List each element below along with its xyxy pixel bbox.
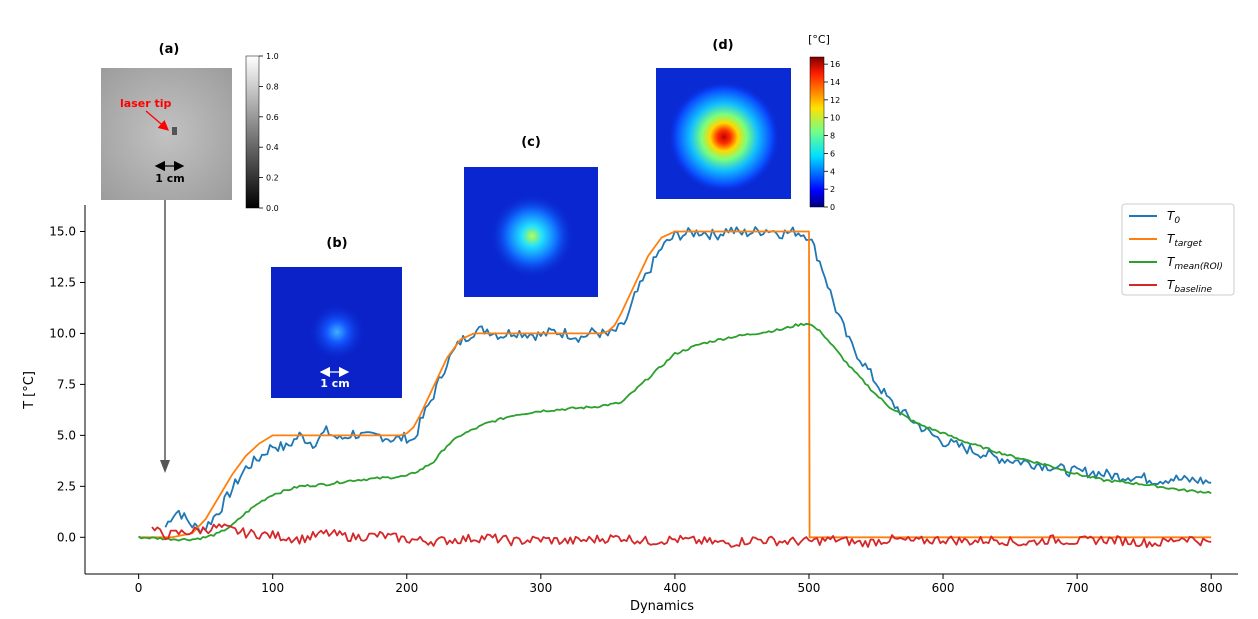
legend-frame — [1121, 203, 1235, 296]
x-tick-label: 100 — [261, 581, 284, 595]
temp-colorbar — [809, 56, 825, 208]
y-ticks: 0.0 2.5 5.0 7.5 10.0 12.5 15.0 — [49, 225, 85, 544]
panel-a-label: (a) — [159, 42, 180, 57]
y-tick-label: 2.5 — [57, 479, 76, 493]
x-tick-label: 700 — [1066, 581, 1089, 595]
temp-colorbar-label: 14 — [830, 78, 840, 87]
y-tick-label: 0.0 — [57, 530, 76, 544]
y-tick-label: 12.5 — [49, 275, 76, 289]
legend-label: T0 — [1167, 209, 1180, 226]
gray-colorbar-label: 1.0 — [266, 52, 279, 61]
inset-b-hotspot — [307, 302, 367, 362]
gray-colorbar-ticks: 1.0 0.8 0.6 0.4 0.2 0.0 — [259, 52, 279, 213]
temp-colorbar-label: 0 — [830, 203, 835, 212]
axes: 0 100 200 300 400 500 600 700 800 0.0 2.5 5.0 7.5 10… — [22, 205, 1238, 614]
temp-colorbar-label: 8 — [830, 132, 835, 141]
inset-a-pointer-arrowhead — [160, 460, 170, 473]
x-ticks: 0 100 200 300 400 500 600 700 800 — [135, 574, 1223, 595]
temp-colorbar-ticks: 16 14 12 10 8 6 4 2 0 — [824, 60, 840, 212]
x-tick-label: 800 — [1200, 581, 1223, 595]
y-tick-label: 10.0 — [49, 326, 76, 340]
inset-b: (b) 1 cm — [271, 236, 402, 398]
legend: T0 Ttarget Tmean(ROI) Tbaseline — [1121, 203, 1235, 296]
gray-colorbar — [245, 55, 260, 209]
legend-entries: T0 Ttarget Tmean(ROI) Tbaseline — [1129, 209, 1223, 295]
gray-colorbar-label: 0.4 — [266, 143, 279, 152]
scale-label-b: 1 cm — [320, 377, 349, 390]
temp-colorbar-label: 6 — [830, 149, 835, 158]
inset-a-image — [101, 68, 232, 200]
series-line-ttarget — [138, 230, 1212, 539]
x-tick-label: 300 — [529, 581, 552, 595]
inset-a: (a) laser tip 1 cm 1.0 0.8 0.6 0.4 0.2 0.0 — [101, 42, 279, 213]
series-line-tbaseline — [151, 523, 1212, 549]
panel-d-label: (d) — [712, 38, 733, 53]
panel-c-label: (c) — [521, 135, 541, 150]
x-tick-label: 600 — [932, 581, 955, 595]
x-tick-label: 400 — [663, 581, 686, 595]
temp-colorbar-label: 4 — [830, 167, 835, 176]
legend-label: Tmean(ROI) — [1167, 255, 1223, 272]
series-layer — [138, 226, 1212, 549]
x-tick-label: 500 — [798, 581, 821, 595]
series-line-tmean-roi- — [138, 322, 1212, 542]
gray-colorbar-label: 0.0 — [266, 204, 279, 213]
x-tick-label: 200 — [395, 581, 418, 595]
y-tick-label: 15.0 — [49, 225, 76, 239]
laser-tip-arrow — [145, 110, 169, 131]
temp-colorbar-unit: [°C] — [808, 33, 830, 46]
gray-colorbar-label: 0.6 — [266, 113, 279, 122]
y-axis-label: T [°C] — [22, 371, 37, 410]
gray-colorbar-label: 0.2 — [266, 174, 279, 183]
x-tick-label: 0 — [135, 581, 143, 595]
legend-label: Ttarget — [1167, 232, 1202, 249]
laser-tip-label: laser tip — [120, 97, 171, 110]
gray-colorbar-label: 0.8 — [266, 82, 279, 91]
y-tick-label: 5.0 — [57, 428, 76, 442]
inset-d: (d) [°C] 16 14 12 10 8 6 4 2 0 — [656, 33, 840, 212]
temp-colorbar-label: 2 — [830, 185, 835, 194]
temp-colorbar-label: 16 — [830, 60, 840, 69]
panel-b-label: (b) — [326, 236, 347, 251]
inset-d-hotspot — [668, 81, 780, 193]
scale-label-a: 1 cm — [155, 172, 184, 185]
laser-tip-marker — [172, 127, 177, 135]
inset-c: (c) — [464, 135, 598, 297]
temp-colorbar-label: 10 — [830, 114, 840, 123]
x-axis-label: Dynamics — [630, 599, 694, 614]
legend-label: Tbaseline — [1167, 278, 1213, 295]
temp-colorbar-label: 12 — [830, 96, 840, 105]
y-tick-label: 7.5 — [57, 377, 76, 391]
inset-c-hotspot — [490, 194, 574, 278]
